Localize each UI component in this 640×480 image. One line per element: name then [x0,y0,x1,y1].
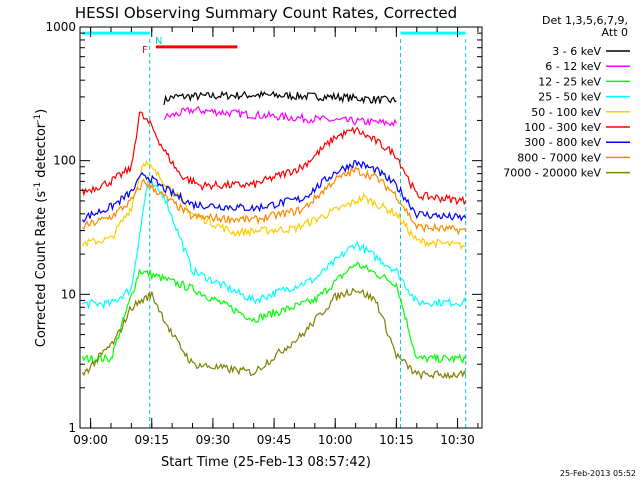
legend-label: 6 - 12 keV [545,60,601,73]
legend-label: 25 - 50 keV [538,91,601,104]
y-axis-label-main: Corrected Count Rate (s [34,191,49,348]
y-tick-label: 10 [61,287,76,301]
legend-label: 100 - 300 keV [524,121,601,134]
y-tick-label: 100 [53,154,76,168]
legend-label: 300 - 800 keV [524,136,601,149]
y-axis-label-sup1: -1 [33,182,43,191]
x-tick-label: 10:00 [318,433,353,447]
annotation-flag-n: N [155,36,162,47]
legend-header: Det 1,3,5,6,7,9, [542,14,628,27]
x-tick-label: 09:15 [134,433,169,447]
x-tick-label: 10:15 [379,433,414,447]
x-tick-label: 10:30 [440,433,475,447]
series-line [81,159,466,251]
y-axis-label-mid: detector [34,122,49,182]
series-line [82,166,467,236]
series-line [81,287,467,381]
flag-layer [82,31,466,49]
y-axis-label-end: ) [34,109,49,114]
series-line [81,111,467,206]
series-layer [81,90,467,381]
plot-area [149,39,467,428]
legend-label: 3 - 6 keV [552,45,601,58]
y-tick-label: 1 [68,421,76,435]
legend-header: Att 0 [602,26,628,39]
legend: Det 1,3,5,6,7,9,Att 03 - 6 keV 6 - 12 keV… [503,14,630,180]
x-axis-label: Start Time (25-Feb-13 08:57:42) [161,455,371,470]
series-line [81,160,467,223]
legend-label: 12 - 25 keV [538,75,601,88]
x-tick-label: 09:00 [73,433,108,447]
x-tick-label: 09:30 [196,433,231,447]
legend-label: 7000 - 20000 keV [503,167,601,180]
x-tick-label: 09:45 [257,433,292,447]
plot-frame [79,26,483,429]
y-axis-label: Corrected Count Rate (s-1 detector-1) [33,109,49,347]
annotation-flag-f: F [142,45,148,56]
footer-timestamp: 25-Feb-2013 05:52 [560,469,636,478]
legend-label: 800 - 7000 keV [517,151,601,164]
y-tick-label: 1000 [45,20,76,34]
series-line [81,261,467,365]
axes-layer: 1 10 100 1000 09:00 09:15 09:30 09:45 10:00 10:15… [45,20,483,447]
y-axis-label-sup2: -1 [33,114,43,123]
chart-title: HESSI Observing Summary Count Rates, Cor… [75,4,457,22]
series-line [163,105,397,128]
legend-label: 50 - 100 keV [531,106,601,119]
series-line [163,90,397,106]
